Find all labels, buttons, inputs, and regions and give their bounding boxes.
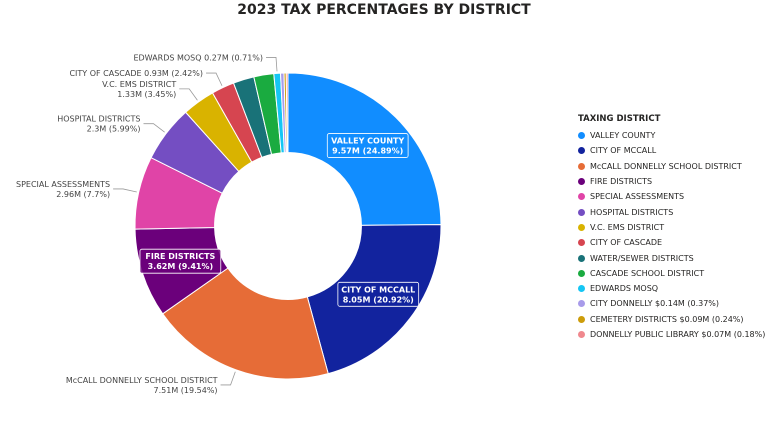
data-label-line: VALLEY COUNTY xyxy=(331,137,404,146)
legend-label: CITY OF CASCADE xyxy=(590,238,663,248)
data-label-7: CITY OF CASCADE 0.93M (2.42%) xyxy=(69,69,203,78)
chart-title: 2023 TAX PERCENTAGES BY DISTRICT xyxy=(237,2,531,18)
legend-label: HOSPITAL DISTRICTS xyxy=(590,207,674,217)
legend-item[interactable]: WATER/SEWER DISTRICTS xyxy=(578,250,765,265)
legend-item[interactable]: CEMETERY DISTRICTS $0.09M (0.24%) xyxy=(578,312,765,327)
legend-label: V.C. EMS DISTRICT xyxy=(590,222,665,232)
data-label-10: EDWARDS MOSQ 0.27M (0.71%) xyxy=(133,53,263,62)
legend-item[interactable]: CITY OF MCCALL xyxy=(578,143,765,158)
data-label-2: 7.51M (19.54%) xyxy=(154,386,218,395)
slice-13[interactable] xyxy=(285,72,289,154)
legend-marker xyxy=(578,285,585,293)
legend-marker xyxy=(578,315,585,323)
slice-2[interactable] xyxy=(162,267,329,380)
leader-line-4 xyxy=(113,188,137,193)
legend-marker xyxy=(578,147,585,155)
data-label-line: 8.05M (20.92%) xyxy=(343,295,414,304)
legend-marker xyxy=(578,239,585,247)
data-label-4: 2.96M (7.7%) xyxy=(56,190,110,199)
legend-label: SPECIAL ASSESSMENTS xyxy=(590,192,685,202)
legend-label: WATER/SEWER DISTRICTS xyxy=(590,253,694,263)
leader-line-2 xyxy=(220,371,236,386)
legend-item[interactable]: CASCADE SCHOOL DISTRICT xyxy=(578,266,765,281)
legend: TAXING DISTRICT VALLEY COUNTY CITY OF MCC… xyxy=(578,114,765,342)
legend-item[interactable]: V.C. EMS DISTRICT xyxy=(578,220,765,235)
legend-title: TAXING DISTRICT xyxy=(578,114,661,124)
legend-marker xyxy=(578,132,585,140)
legend-item[interactable]: EDWARDS MOSQ xyxy=(578,281,765,296)
legend-item[interactable]: CITY DONNELLY $0.14M (0.37%) xyxy=(578,296,765,311)
legend-marker xyxy=(578,193,585,201)
legend-label: CASCADE SCHOOL DISTRICT xyxy=(590,268,705,278)
leader-line-10 xyxy=(266,57,278,72)
legend-marker xyxy=(578,300,585,308)
leader-line-5 xyxy=(143,123,165,133)
data-label-6: V.C. EMS DISTRICT xyxy=(102,80,176,89)
legend-item[interactable]: HOSPITAL DISTRICTS xyxy=(578,204,765,219)
legend-marker xyxy=(578,208,585,216)
legend-marker xyxy=(578,178,585,186)
legend-label: VALLEY COUNTY xyxy=(590,131,656,141)
legend-item[interactable]: McCALL DONNELLY SCHOOL DISTRICT xyxy=(578,159,765,174)
legend-item[interactable]: VALLEY COUNTY xyxy=(578,128,765,143)
data-label-line: 9.57M (24.89%) xyxy=(332,147,403,156)
legend-label: FIRE DISTRICTS xyxy=(590,177,653,187)
data-label-6: 1.33M (3.45%) xyxy=(117,90,176,99)
legend-marker xyxy=(578,254,585,262)
legend-item[interactable]: FIRE DISTRICTS xyxy=(578,174,765,189)
legend-marker xyxy=(578,223,585,231)
legend-marker xyxy=(578,331,585,338)
legend-label: CEMETERY DISTRICTS $0.09M (0.24%) xyxy=(590,314,744,324)
data-label-line: FIRE DISTRICTS xyxy=(145,252,215,261)
legend-label: McCALL DONNELLY SCHOOL DISTRICT xyxy=(590,161,742,171)
legend-label: CITY OF MCCALL xyxy=(590,146,657,156)
data-label-4: SPECIAL ASSESSMENTS xyxy=(16,180,110,189)
legend-item[interactable]: SPECIAL ASSESSMENTS xyxy=(578,189,765,204)
leader-line-6 xyxy=(179,88,198,101)
data-label-line: CITY OF MCCALL xyxy=(341,285,415,294)
legend-marker xyxy=(578,162,585,170)
legend-label: DONNELLY PUBLIC LIBRARY $0.07M (0.18%) xyxy=(590,330,766,339)
legend-label: EDWARDS MOSQ xyxy=(590,284,659,294)
legend-item[interactable]: CITY OF CASCADE xyxy=(578,235,765,250)
data-label-5: 2.3M (5.99%) xyxy=(87,125,141,134)
legend-item[interactable]: DONNELLY PUBLIC LIBRARY $0.07M (0.18%) xyxy=(578,327,765,342)
leader-line-7 xyxy=(206,72,223,86)
data-label-2: McCALL DONNELLY SCHOOL DISTRICT xyxy=(66,376,218,385)
legend-items: VALLEY COUNTY CITY OF MCCALL McCALL DONNEL… xyxy=(578,128,765,342)
legend-marker xyxy=(578,269,585,277)
legend-label: CITY DONNELLY $0.14M (0.37%) xyxy=(590,299,720,309)
data-label-line: 3.62M (9.41%) xyxy=(148,262,214,271)
data-label-5: HOSPITAL DISTRICTS xyxy=(57,115,140,124)
